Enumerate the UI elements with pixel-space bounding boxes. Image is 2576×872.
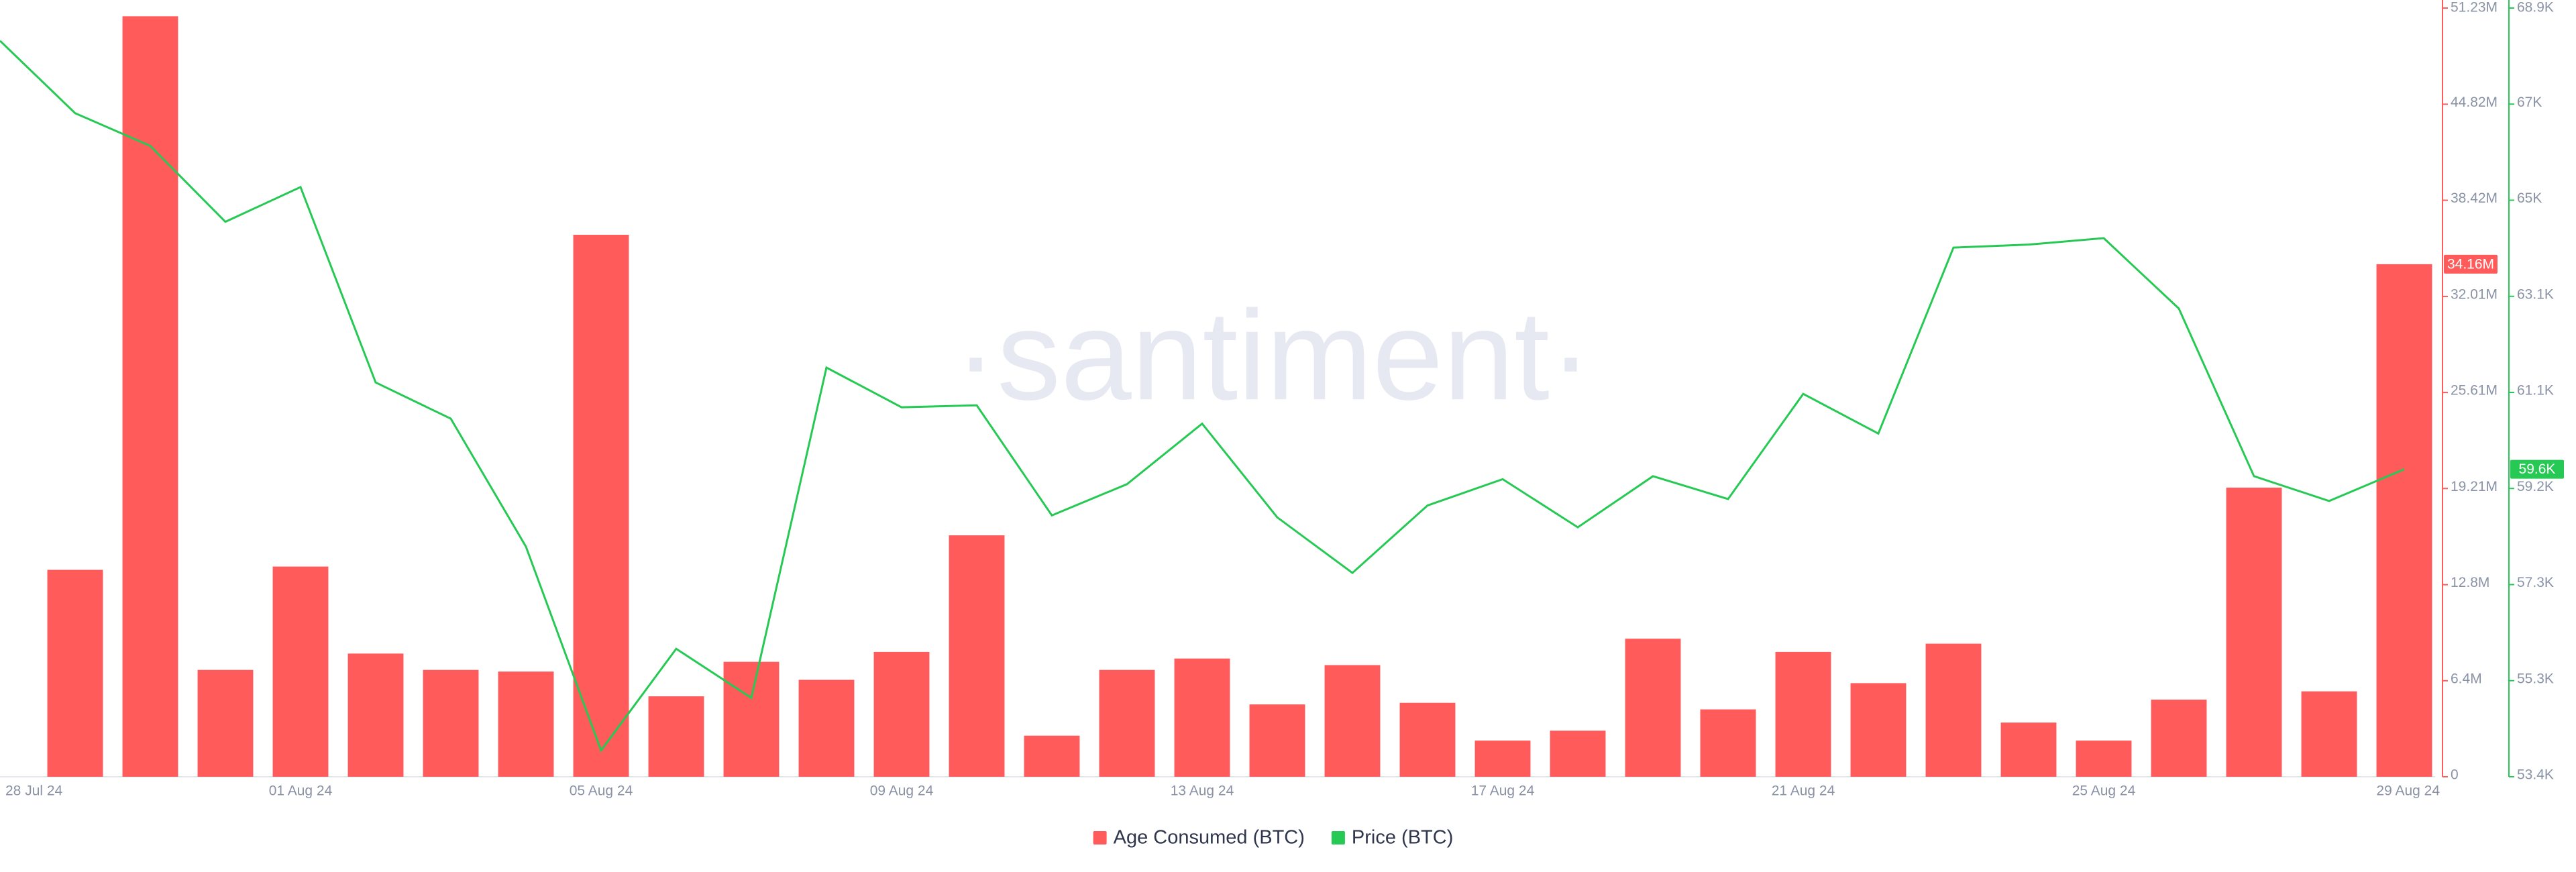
y2-tick-label: 59.2K bbox=[2517, 479, 2554, 494]
bar bbox=[2151, 700, 2207, 777]
legend: Age Consumed (BTC) Price (BTC) bbox=[1093, 827, 1453, 849]
bar bbox=[1024, 735, 1080, 777]
bar bbox=[2376, 264, 2432, 777]
bar bbox=[2076, 741, 2132, 777]
x-tick-label: 13 Aug 24 bbox=[1171, 783, 1234, 799]
y-tick-label: 0 bbox=[2451, 767, 2459, 783]
x-tick-label: 29 Aug 24 bbox=[2376, 783, 2440, 799]
y2-tick-label: 63.1K bbox=[2517, 286, 2554, 302]
x-tick-label: 28 Jul 24 bbox=[5, 783, 63, 799]
value-badge bbox=[2444, 254, 2498, 274]
bar bbox=[122, 16, 178, 777]
y2-tick-label: 61.1K bbox=[2517, 383, 2554, 398]
y2-tick-label: 55.3K bbox=[2517, 671, 2554, 686]
bar bbox=[949, 535, 1005, 777]
legend-label: Price (BTC) bbox=[1352, 827, 1453, 849]
value-label: 59.6K bbox=[2519, 461, 2556, 477]
y-tick-label: 19.21M bbox=[2451, 479, 2498, 494]
value-badge bbox=[2510, 459, 2564, 479]
y2-tick-label: 65K bbox=[2517, 190, 2542, 206]
bar bbox=[1925, 643, 1982, 777]
bar bbox=[873, 651, 930, 777]
bar bbox=[498, 671, 554, 777]
bar bbox=[1174, 658, 1230, 777]
bar bbox=[1550, 730, 1606, 777]
bar bbox=[347, 653, 404, 777]
bar bbox=[1249, 704, 1305, 777]
bar bbox=[2301, 691, 2357, 777]
bar bbox=[798, 679, 855, 777]
value-label: 34.16M bbox=[2447, 256, 2494, 272]
y-tick-label: 51.23M bbox=[2451, 0, 2498, 15]
y-tick-label: 32.01M bbox=[2451, 286, 2498, 302]
price-line bbox=[0, 40, 2405, 753]
bar bbox=[1099, 669, 1155, 777]
y-tick-label: 12.8M bbox=[2451, 575, 2489, 590]
x-tick-label: 09 Aug 24 bbox=[870, 783, 934, 799]
x-tick-label: 05 Aug 24 bbox=[570, 783, 633, 799]
bar bbox=[2226, 487, 2282, 777]
bar bbox=[47, 569, 103, 777]
bar bbox=[648, 696, 704, 777]
y-tick-label: 6.4M bbox=[2451, 671, 2482, 686]
bar bbox=[1850, 683, 1907, 777]
y2-tick-label: 53.4K bbox=[2517, 767, 2554, 783]
y2-tick-label: 68.9K bbox=[2517, 0, 2554, 15]
x-tick-label: 01 Aug 24 bbox=[269, 783, 333, 799]
bar bbox=[1474, 741, 1531, 777]
watermark: ·santiment· bbox=[955, 284, 1592, 427]
bar bbox=[1775, 651, 1831, 777]
bar bbox=[272, 566, 329, 777]
y-tick-label: 38.42M bbox=[2451, 190, 2498, 206]
y-tick-label: 44.82M bbox=[2451, 95, 2498, 110]
bar bbox=[1324, 665, 1381, 777]
x-tick-label: 25 Aug 24 bbox=[2072, 783, 2136, 799]
bar bbox=[573, 235, 629, 777]
y-tick-label: 25.61M bbox=[2451, 383, 2498, 398]
y2-tick-label: 67K bbox=[2517, 95, 2542, 110]
x-tick-label: 21 Aug 24 bbox=[1772, 783, 1835, 799]
y2-tick-label: 57.3K bbox=[2517, 575, 2554, 590]
x-tick-label: 17 Aug 24 bbox=[1471, 783, 1535, 799]
bar bbox=[423, 669, 479, 777]
legend-label: Age Consumed (BTC) bbox=[1114, 827, 1305, 849]
bar bbox=[1625, 639, 1681, 777]
bar bbox=[197, 669, 254, 777]
bar bbox=[1399, 702, 1456, 777]
bar bbox=[1700, 709, 1756, 777]
legend-swatch bbox=[1331, 831, 1345, 844]
legend-swatch bbox=[1093, 831, 1107, 844]
bar bbox=[723, 661, 780, 777]
bar bbox=[2000, 722, 2057, 777]
